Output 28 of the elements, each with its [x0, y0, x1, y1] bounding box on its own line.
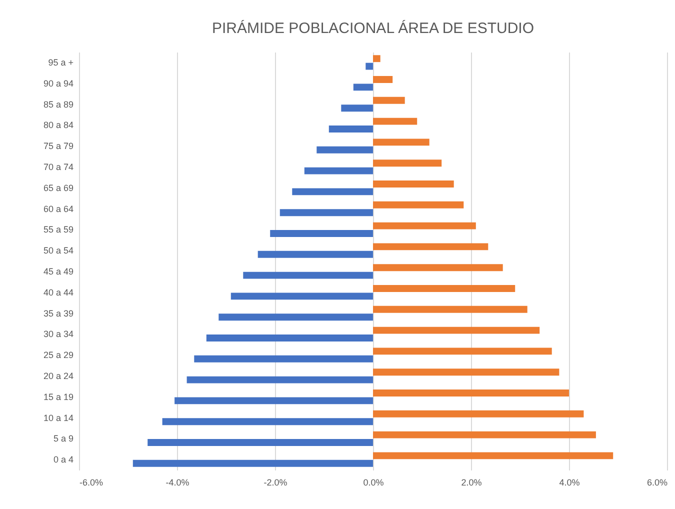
x-tick-label: -2.0% — [264, 478, 288, 488]
x-tick-label: -6.0% — [80, 478, 104, 488]
y-tick-label: 80 a 84 — [43, 120, 74, 130]
x-tick-label: 2.0% — [461, 478, 482, 488]
y-tick-label: 90 a 94 — [43, 78, 74, 88]
y-tick-label: 25 a 29 — [43, 350, 74, 360]
y-tick-label: 75 a 79 — [43, 141, 74, 152]
x-tick-label: 4.0% — [559, 478, 580, 488]
y-tick-label: 30 a 34 — [43, 329, 74, 340]
y-tick-label: 95 a + — [48, 57, 74, 68]
y-tick-label: 50 a 54 — [43, 246, 74, 256]
y-tick-label: 0 a 4 — [53, 454, 74, 465]
x-tick-label: -4.0% — [166, 478, 190, 488]
y-tick-label: 20 a 24 — [43, 370, 74, 381]
y-tick-label: 5 a 9 — [53, 434, 74, 444]
chart-title: PIRÁMIDE POBLACIONAL ÁREA DE ESTUDIO — [212, 19, 534, 37]
y-tick-label: 10 a 14 — [43, 412, 74, 423]
y-tick-label: 40 a 44 — [43, 287, 74, 298]
x-tick-label: 6.0% — [646, 478, 668, 488]
y-tick-label: 85 a 89 — [43, 99, 74, 110]
y-tick-label: 15 a 19 — [43, 392, 74, 402]
y-tick-label: 35 a 39 — [43, 308, 74, 318]
y-tick-label: 65 a 69 — [43, 182, 74, 193]
y-tick-label: 60 a 64 — [43, 204, 74, 214]
x-tick-label: 0.0% — [363, 478, 384, 488]
y-tick-label: 55 a 59 — [43, 224, 74, 235]
y-tick-label: 70 a 74 — [43, 162, 74, 172]
y-tick-label: 45 a 49 — [43, 266, 74, 276]
